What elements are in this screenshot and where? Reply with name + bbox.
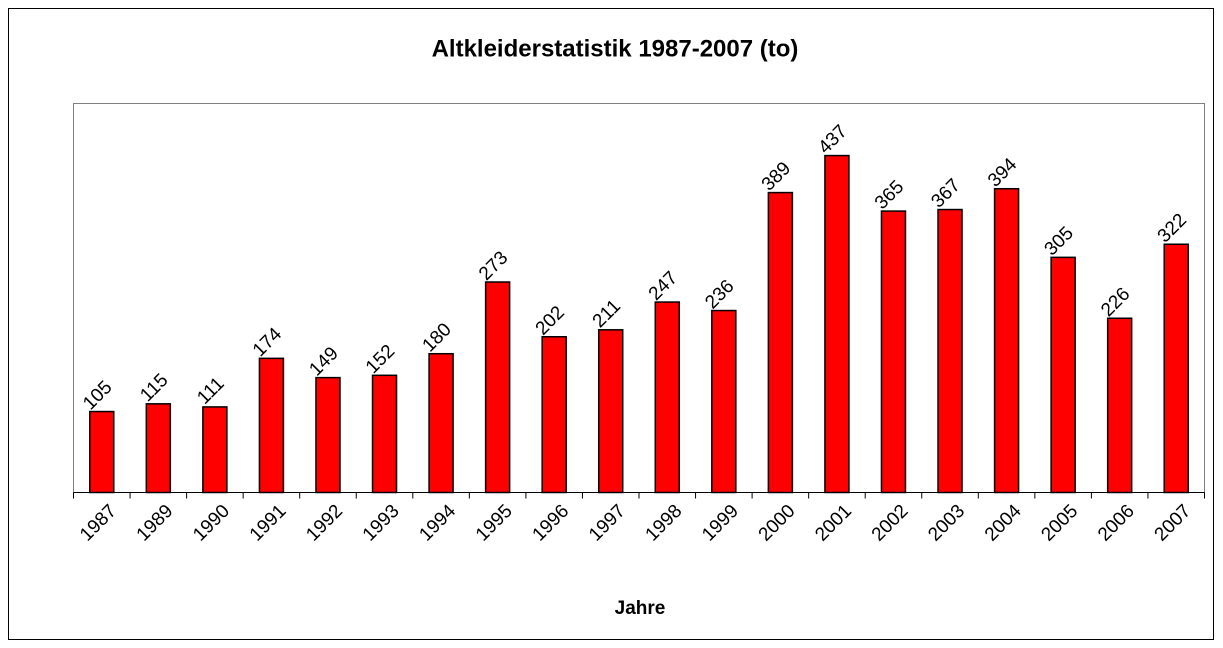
bar: [89, 410, 115, 494]
bar: [371, 374, 398, 494]
chart-title: Altkleiderstatistik 1987-2007 (to): [432, 35, 799, 62]
bar: [484, 281, 511, 494]
plot-frame: [73, 103, 1205, 493]
bar: [202, 406, 228, 494]
bar: [145, 403, 172, 494]
bar: [767, 191, 794, 494]
bar: [993, 187, 1020, 494]
bar: [315, 376, 341, 494]
bar: [1106, 317, 1133, 494]
bar: [654, 301, 681, 494]
bar: [1163, 243, 1189, 494]
bar: [541, 336, 567, 494]
bar: [824, 154, 850, 494]
x-axis-label: Jahre: [615, 598, 666, 619]
bar: [428, 352, 454, 494]
bar: [597, 329, 624, 494]
bar: [937, 208, 963, 494]
bar: [1050, 256, 1076, 494]
bar: [880, 210, 907, 494]
bar: [258, 357, 285, 494]
bar: [711, 309, 737, 494]
